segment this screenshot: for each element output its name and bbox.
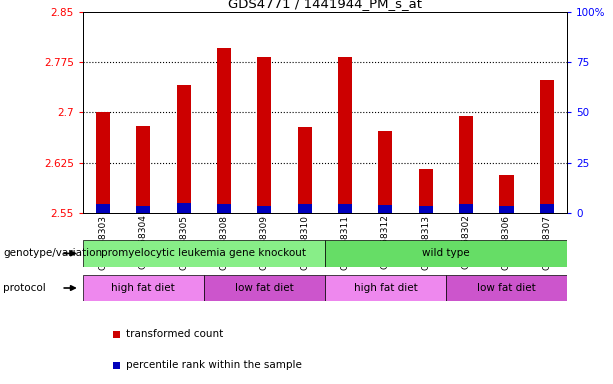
Text: low fat diet: low fat diet bbox=[477, 283, 536, 293]
Bar bbox=[338, 204, 352, 213]
Text: genotype/variation: genotype/variation bbox=[3, 248, 102, 258]
Bar bbox=[446, 275, 567, 301]
Text: high fat diet: high fat diet bbox=[112, 283, 175, 293]
Bar bbox=[257, 206, 272, 213]
Bar bbox=[83, 240, 325, 267]
Text: wild type: wild type bbox=[422, 248, 470, 258]
Bar bbox=[325, 275, 446, 301]
Bar bbox=[136, 206, 150, 213]
Text: protocol: protocol bbox=[3, 283, 46, 293]
Text: promyelocytic leukemia gene knockout: promyelocytic leukemia gene knockout bbox=[101, 248, 306, 258]
Bar bbox=[500, 206, 514, 213]
Bar bbox=[325, 240, 567, 267]
Bar bbox=[96, 204, 110, 213]
Bar bbox=[540, 80, 554, 213]
Text: transformed count: transformed count bbox=[126, 329, 223, 339]
Bar bbox=[459, 116, 473, 213]
Bar bbox=[177, 203, 191, 213]
Bar bbox=[419, 169, 433, 213]
Bar bbox=[540, 204, 554, 213]
Bar bbox=[378, 131, 392, 213]
Bar bbox=[136, 126, 150, 213]
Bar bbox=[96, 112, 110, 213]
Bar bbox=[298, 127, 312, 213]
Bar bbox=[257, 56, 272, 213]
Bar bbox=[459, 204, 473, 213]
Bar bbox=[217, 204, 231, 213]
Bar bbox=[204, 275, 325, 301]
Bar bbox=[217, 48, 231, 213]
Bar bbox=[83, 275, 204, 301]
Bar bbox=[338, 56, 352, 213]
Text: low fat diet: low fat diet bbox=[235, 283, 294, 293]
Text: percentile rank within the sample: percentile rank within the sample bbox=[126, 360, 302, 370]
Title: GDS4771 / 1441944_PM_s_at: GDS4771 / 1441944_PM_s_at bbox=[228, 0, 422, 10]
Bar bbox=[177, 85, 191, 213]
Bar bbox=[378, 205, 392, 213]
Bar bbox=[419, 206, 433, 213]
Bar bbox=[500, 175, 514, 213]
Bar bbox=[298, 204, 312, 213]
Text: high fat diet: high fat diet bbox=[354, 283, 417, 293]
